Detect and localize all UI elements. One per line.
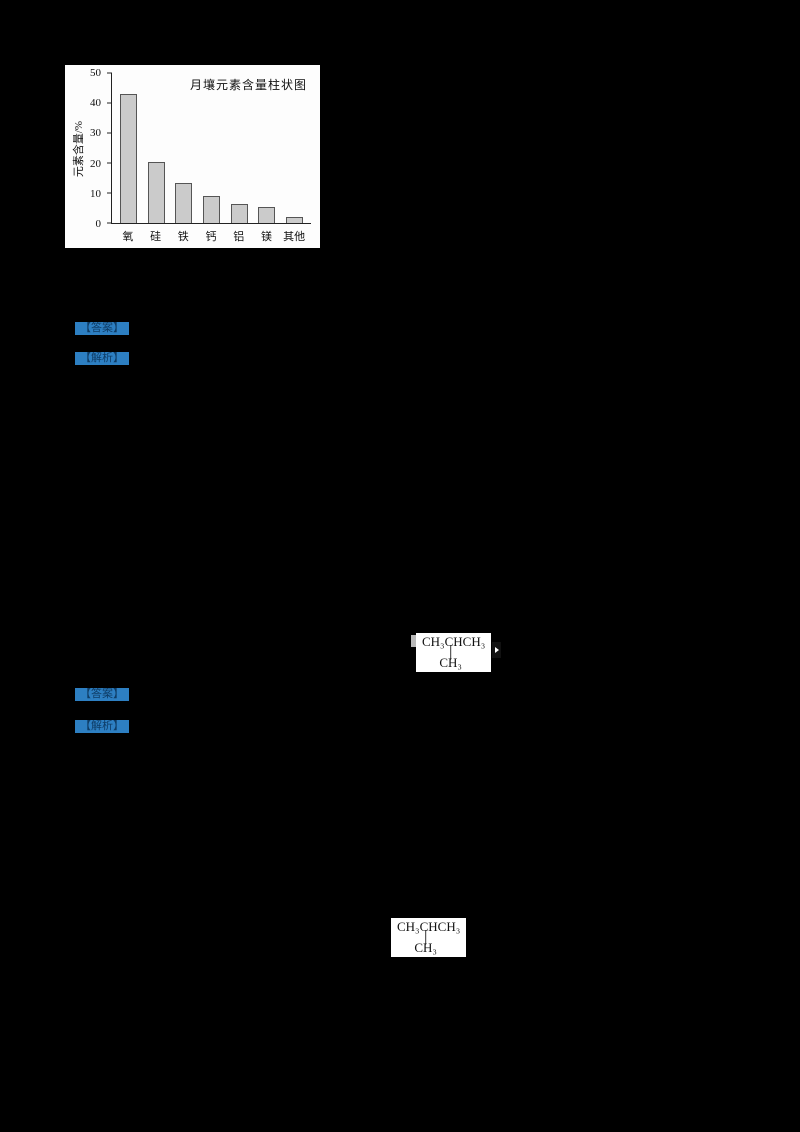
x-tick-label: 硅 <box>150 231 162 243</box>
x-tick-label: 镁 <box>260 231 272 243</box>
bar-column <box>253 73 281 223</box>
y-tick-mark <box>107 102 112 104</box>
bar <box>285 217 303 223</box>
chart-bars <box>112 73 311 223</box>
x-tick-label: 其他 <box>283 231 306 243</box>
y-tick-label: 40 <box>90 97 101 110</box>
y-tick-mark <box>107 222 112 224</box>
answer-badge-1[interactable]: 【答案】 <box>75 322 129 335</box>
bar-column <box>280 73 308 223</box>
chart-title: 月壤元素含量柱状图 <box>189 78 307 92</box>
y-tick-mark <box>107 192 112 194</box>
analysis-badge-1[interactable]: 【解析】 <box>75 352 129 365</box>
y-tick-mark <box>107 72 112 74</box>
formula-top-line: CH₃CHCH₃ <box>397 919 461 934</box>
bar-column <box>170 73 198 223</box>
y-tick-label: 50 <box>90 67 101 79</box>
chart-plot: 月壤元素含量柱状图 <box>107 72 311 224</box>
bar <box>230 203 248 223</box>
bar <box>202 196 221 223</box>
bar <box>147 161 165 223</box>
bar-column <box>225 73 253 223</box>
bar <box>120 94 138 223</box>
x-tick-label: 氧 <box>122 231 134 243</box>
y-tick-mark <box>107 162 112 164</box>
formula-bottom-line: CH₃ <box>439 654 462 670</box>
triangle-icon <box>494 647 499 653</box>
bar-column <box>198 73 226 223</box>
bar-column <box>143 73 171 223</box>
isobutane-structure-1: CH₃CHCH₃ │ CH₃ <box>411 633 502 673</box>
bond-line: │ <box>446 644 455 659</box>
moon-soil-bar-chart: 元素含量/% 0 10 20 30 40 50 月壤元素含量柱状图 氧硅铁钙铝镁其他 <box>65 65 320 248</box>
selection-strip <box>411 635 416 647</box>
y-tick-label: 10 <box>90 187 101 200</box>
analysis-badge-2[interactable]: 【解析】 <box>75 720 129 733</box>
y-tick-label: 30 <box>90 127 101 140</box>
bond-line: │ <box>421 929 430 944</box>
bar <box>258 206 276 223</box>
y-tick-label: 20 <box>90 157 101 170</box>
object-handle-icon[interactable] <box>492 642 502 658</box>
chart-xlabels: 氧 硅 铁 钙 铝 镁其他 <box>111 228 311 244</box>
y-tick-mark <box>107 132 112 134</box>
y-tick-label: 0 <box>95 218 102 230</box>
x-tick-label: 铁 <box>177 231 189 243</box>
chart-yticks: 0 10 20 30 40 50 <box>65 67 109 230</box>
bar <box>175 182 193 223</box>
answer-badge-2[interactable]: 【答案】 <box>75 688 129 701</box>
bar-column <box>115 73 143 223</box>
formula-bottom-line: CH₃ <box>414 939 437 955</box>
x-tick-label: 钙 <box>205 231 217 243</box>
x-tick-label: 铝 <box>233 231 245 243</box>
isobutane-structure-2: CH₃CHCH₃ │ CH₃ <box>391 918 467 958</box>
formula-top-line: CH₃CHCH₃ <box>422 634 486 649</box>
